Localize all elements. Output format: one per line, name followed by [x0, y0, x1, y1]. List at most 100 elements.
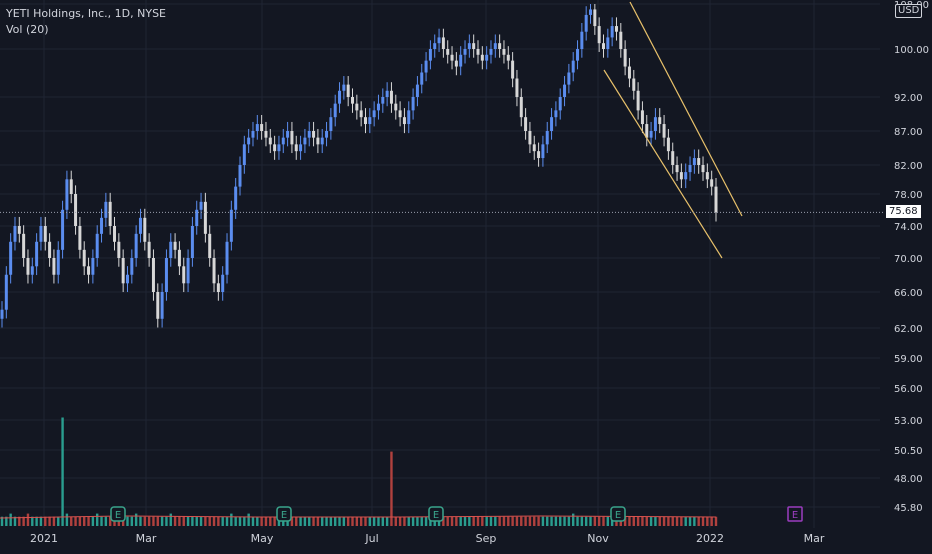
- earnings-icon[interactable]: [110, 506, 126, 522]
- candle-body: [138, 217, 142, 234]
- candle-body: [394, 103, 398, 111]
- volume-bar: [321, 516, 324, 526]
- volume-bar: [667, 516, 670, 526]
- volume-bar: [329, 516, 333, 526]
- candle-body: [489, 49, 493, 55]
- volume-bar: [243, 516, 246, 526]
- candle-body: [476, 49, 480, 55]
- volume-bar: [377, 516, 380, 526]
- price-axis-label: 100.00: [894, 45, 929, 56]
- volume-bar: [680, 516, 683, 526]
- candle-body: [30, 266, 34, 275]
- volume-bar: [468, 516, 471, 526]
- price-axis-label: 53.00: [894, 416, 923, 427]
- volume-bar: [44, 516, 47, 526]
- volume-bar: [559, 516, 562, 526]
- volume-bar: [130, 516, 134, 526]
- volume-bar: [65, 513, 69, 526]
- candle-body: [65, 179, 69, 210]
- volume-label[interactable]: Vol (20): [6, 23, 49, 36]
- volume-bar: [528, 516, 532, 526]
- candle-body: [225, 241, 229, 275]
- candle-body: [368, 117, 372, 125]
- upcoming-earnings-icon[interactable]: [787, 506, 803, 522]
- symbol-title: YETI Holdings, Inc., 1D, NYSE: [6, 7, 166, 20]
- candle-body: [614, 26, 618, 32]
- earnings-icon[interactable]: [276, 506, 292, 522]
- volume-bar: [450, 516, 454, 526]
- volume-bar: [684, 516, 687, 526]
- volume-bar: [78, 516, 82, 526]
- volume-bar: [714, 516, 718, 526]
- volume-bar: [411, 516, 415, 526]
- price-axis-label: 48.00: [894, 474, 923, 485]
- candle-body: [151, 258, 155, 292]
- candle-body: [506, 54, 510, 61]
- volume-bar: [191, 516, 194, 526]
- candle-body: [290, 131, 294, 145]
- volume-bar: [420, 516, 423, 526]
- candle-body: [515, 78, 519, 97]
- candle-body: [511, 60, 515, 79]
- volume-bar: [697, 516, 700, 526]
- volume-bar: [416, 516, 419, 526]
- candle-body: [260, 124, 264, 131]
- volume-bar: [247, 513, 250, 526]
- candle-body: [584, 14, 588, 32]
- candle-body: [463, 49, 467, 55]
- volume-bar: [147, 516, 151, 526]
- volume-bar: [567, 516, 571, 526]
- candle-body: [679, 172, 683, 180]
- candle-body: [385, 90, 389, 97]
- volume-bar: [169, 513, 172, 526]
- volume-bar: [403, 516, 406, 526]
- candle-body: [104, 201, 108, 218]
- candle-body: [22, 233, 26, 258]
- volume-bar: [199, 516, 203, 526]
- candle-body: [78, 226, 82, 250]
- volume-bar: [251, 516, 255, 526]
- candle-body: [675, 165, 679, 173]
- candle-body: [671, 151, 675, 165]
- volume-bar: [70, 516, 73, 526]
- price-axis-label: 45.80: [894, 503, 923, 514]
- volume-bar: [550, 516, 553, 526]
- earnings-marker-label: E: [792, 510, 798, 521]
- candle-body: [26, 258, 30, 275]
- volume-bar: [186, 516, 190, 526]
- candle-body: [234, 186, 238, 210]
- price-axis-label: 78.00: [894, 190, 923, 201]
- volume-bar: [160, 516, 164, 526]
- volume-bar: [701, 516, 705, 526]
- volume-bar: [502, 516, 506, 526]
- earnings-icon[interactable]: [428, 506, 444, 522]
- candle-body: [576, 49, 580, 61]
- volume-bar: [632, 516, 635, 526]
- volume-bar: [217, 516, 220, 526]
- volume-bar: [18, 516, 21, 526]
- candle-body: [363, 117, 367, 125]
- candle-body: [653, 117, 657, 131]
- volume-bar: [481, 516, 484, 526]
- volume-bar: [645, 516, 648, 526]
- candle-body: [303, 137, 307, 145]
- volume-bar: [5, 516, 8, 526]
- candle-body: [710, 179, 714, 187]
- candle-body: [636, 90, 640, 111]
- volume-bar: [541, 516, 545, 526]
- candle-body: [619, 31, 623, 49]
- candle-body: [697, 158, 701, 165]
- volume-bar: [671, 516, 674, 526]
- candle-body: [208, 233, 212, 258]
- volume-bar: [537, 516, 540, 526]
- earnings-icon[interactable]: [610, 506, 626, 522]
- volume-bar: [126, 516, 129, 526]
- volume-bar: [546, 516, 549, 526]
- candle-body: [597, 26, 601, 44]
- candle-body: [113, 226, 117, 242]
- volume-bar: [316, 516, 320, 526]
- candle-body: [177, 249, 181, 267]
- volume-bar: [165, 516, 168, 526]
